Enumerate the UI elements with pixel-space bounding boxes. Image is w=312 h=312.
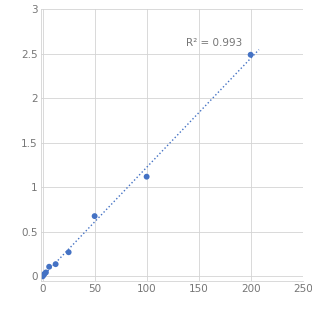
Point xyxy=(41,273,46,278)
Point xyxy=(47,264,52,269)
Point xyxy=(66,250,71,255)
Point xyxy=(144,174,149,179)
Text: R² = 0.993: R² = 0.993 xyxy=(186,38,242,48)
Point xyxy=(43,270,48,275)
Point xyxy=(248,52,253,57)
Point xyxy=(53,262,58,267)
Point xyxy=(42,271,47,276)
Point xyxy=(40,274,45,279)
Point xyxy=(92,214,97,219)
